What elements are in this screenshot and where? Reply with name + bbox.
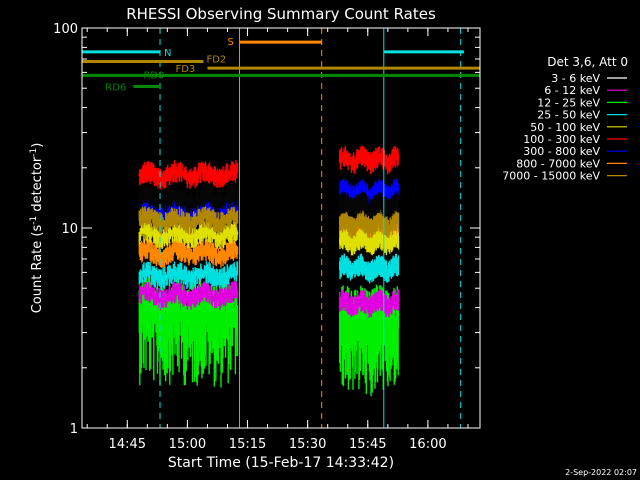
x-tick-label-4: 15:30 — [289, 437, 326, 452]
trace-50-100-kev-seg1 — [138, 219, 239, 249]
y-axis-label-a: Count Rate (s — [30, 225, 45, 314]
x-tick-label-2: 15:00 — [169, 437, 206, 452]
y-tick-label-2: 10 — [61, 222, 78, 237]
flag-label-rd0: RD0 — [143, 70, 164, 81]
x-tick-label-3: 15:15 — [229, 437, 266, 452]
axis-layer: 14:45 15:00 15:15 15:30 15:45 16:00 1 10 100 — [53, 22, 480, 452]
x-axis-label: Start Time (15-Feb-17 14:33:42) — [168, 455, 394, 471]
legend-title: Det 3,6, Att 0 — [547, 55, 628, 69]
legend-label-4: 25 - 50 keV — [537, 109, 600, 122]
x-tick-label-1: 14:45 — [109, 437, 146, 452]
data-layer — [138, 145, 400, 397]
trace-7000-15000-kev-seg2 — [339, 209, 400, 239]
y-axis-label: Count Rate (s-1 detector-1) — [29, 143, 45, 314]
trace-800-7000-kev-seg1 — [138, 238, 239, 268]
y-axis-label-sup: -1 — [29, 216, 39, 225]
x-tick-label-5: 15:45 — [349, 437, 386, 452]
flag-label-rd6: RD6 — [105, 82, 126, 93]
trace-100-300-kev-seg2 — [339, 145, 400, 175]
legend-label-3: 12 - 25 keV — [537, 96, 600, 109]
legend-label-2: 6 - 12 keV — [544, 84, 600, 97]
trace-12-25-kev-seg1 — [138, 276, 239, 388]
trace-6-12-kev-seg1 — [138, 281, 239, 311]
flag-label-s: S — [228, 37, 234, 48]
legend-label-9: 7000 - 15000 keV — [502, 170, 600, 183]
y-tick-label-1: 1 — [70, 422, 78, 437]
flag-label-fd2: FD2 — [206, 54, 226, 65]
flag-label-n: N — [164, 48, 171, 59]
legend-label-8: 800 - 7000 keV — [516, 157, 600, 170]
legend-label-1: 3 - 6 keV — [551, 72, 600, 85]
trace-7000-15000-kev-seg1 — [138, 206, 239, 235]
trace-50-100-kev-seg2 — [339, 227, 400, 256]
trace-25-50-kev-seg1 — [138, 261, 239, 291]
trace-25-50-kev-seg2 — [339, 253, 400, 284]
trace-6-12-kev-seg2 — [339, 289, 400, 318]
trace-100-300-kev-seg1 — [138, 160, 239, 190]
y-axis-label-b: detector — [30, 156, 45, 216]
y-tick-label-3: 100 — [53, 22, 78, 37]
legend-label-7: 300 - 800 keV — [523, 145, 600, 158]
trace-3-6-kev-seg1 — [138, 184, 239, 214]
trace-3-6-kev-seg2 — [339, 191, 400, 220]
legend-label-6: 100 - 300 keV — [523, 133, 600, 146]
footer-timestamp: 2-Sep-2022 02:07 — [565, 468, 637, 477]
y-axis-label-c: ) — [30, 143, 45, 148]
x-tick-label-6: 16:00 — [409, 437, 446, 452]
flag-label-fd3: FD3 — [175, 64, 195, 75]
y-axis-label-sup2: -1 — [29, 148, 39, 157]
legend-label-5: 50 - 100 keV — [530, 121, 600, 134]
chart-title: RHESSI Observing Summary Count Rates — [126, 5, 436, 23]
